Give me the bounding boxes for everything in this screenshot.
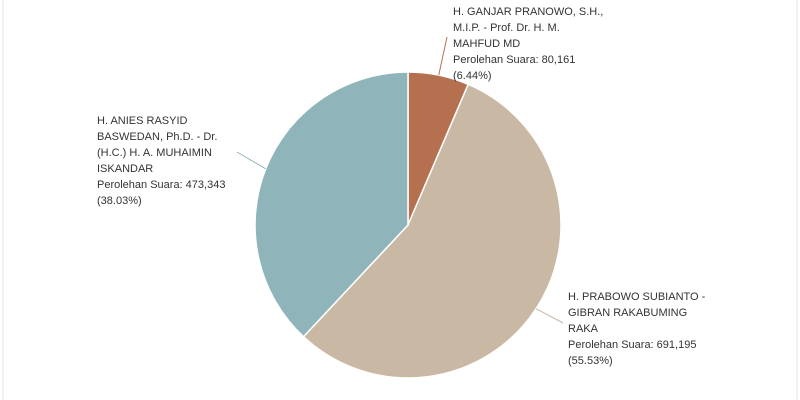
- slice-label: M.I.P. - Prof. Dr. H. M.: [453, 22, 560, 34]
- slice-label: BASWEDAN, Ph.D. - Dr.: [97, 131, 217, 143]
- percent-label: (6.44%): [453, 70, 492, 82]
- slice-label: H. PRABOWO SUBIANTO -: [568, 291, 706, 303]
- slice-label: MAHFUD MD: [453, 38, 520, 50]
- leader-line: [535, 308, 564, 324]
- percent-label: (55.53%): [568, 355, 613, 367]
- slice-label: (H.C.) H. A. MUHAIMIN: [97, 147, 212, 159]
- value-label: Perolehan Suara: 691,195: [568, 339, 696, 351]
- slice-label: H. ANIES RASYID: [97, 115, 188, 127]
- slice-label: RAKA: [568, 323, 599, 335]
- value-label: Perolehan Suara: 473,343: [97, 179, 225, 191]
- slice-label: H. GANJAR PRANOWO, S.H.,: [453, 6, 603, 18]
- leader-line: [438, 36, 448, 76]
- slice-label: GIBRAN RAKABUMING: [568, 307, 687, 319]
- pie-slice: [254, 71, 409, 338]
- slice-label: ISKANDAR: [97, 163, 153, 175]
- leader-line: [236, 151, 266, 170]
- percent-label: (38.03%): [97, 195, 142, 207]
- value-label: Perolehan Suara: 80,161: [453, 54, 575, 66]
